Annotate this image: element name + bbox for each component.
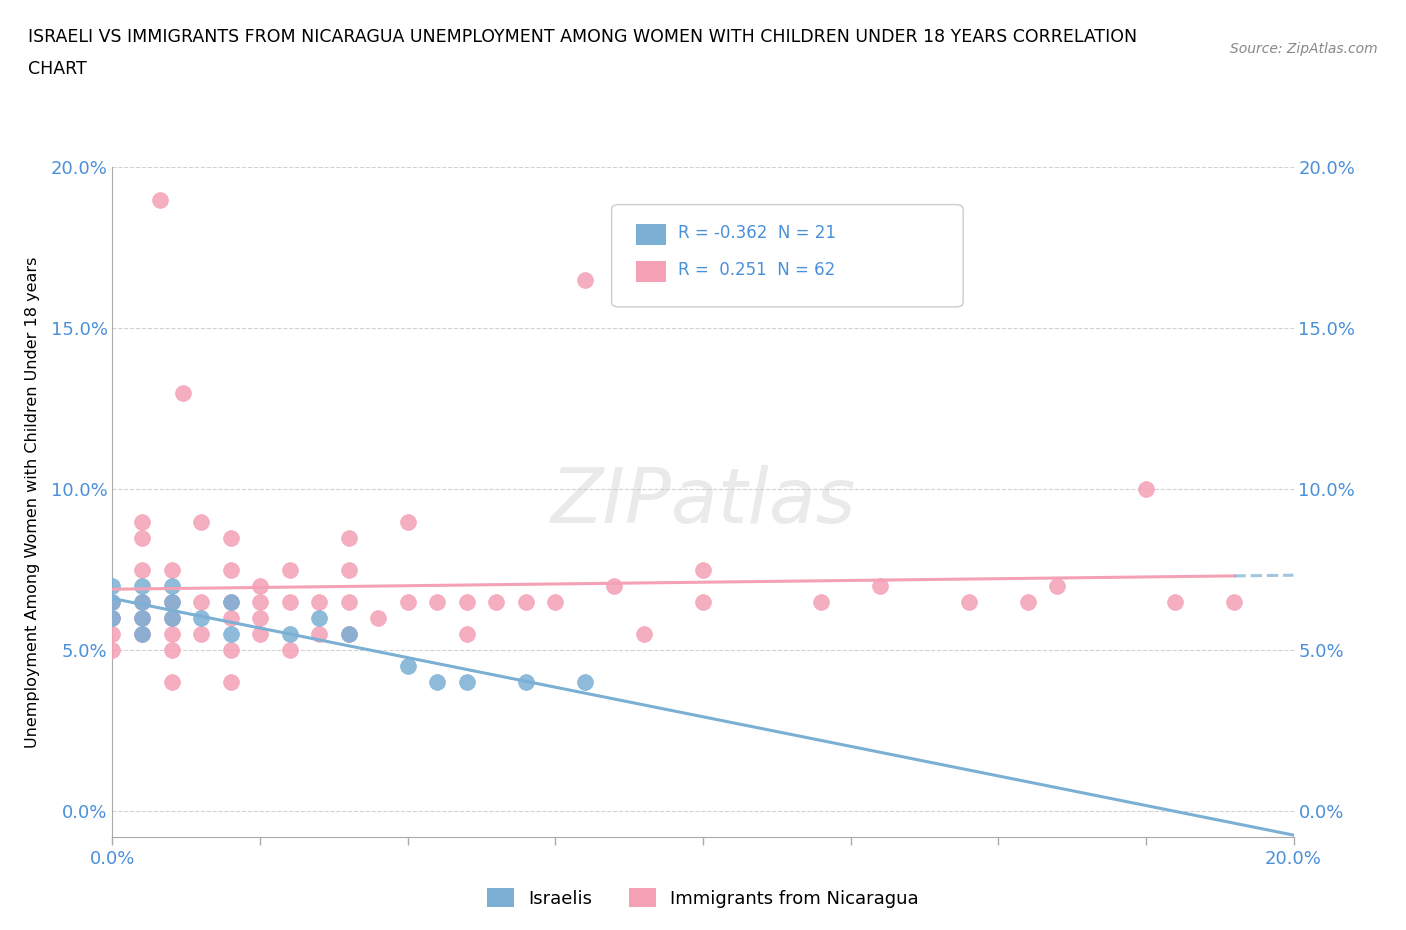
Point [131,563,153,578]
Point [101,594,124,609]
Point [219,594,242,609]
Point [219,594,242,609]
Point [190,611,212,626]
Point [101,627,124,642]
Point [1135,482,1157,497]
Point [101,611,124,626]
Point [219,675,242,690]
Point [249,627,271,642]
Text: Source: ZipAtlas.com: Source: ZipAtlas.com [1230,42,1378,56]
Point [160,563,183,578]
Point [337,627,360,642]
Point [131,514,153,529]
Point [190,627,212,642]
Point [337,594,360,609]
Point [160,611,183,626]
Point [515,675,537,690]
Point [149,193,172,207]
Point [810,594,832,609]
Point [367,611,389,626]
Point [574,675,596,690]
Point [219,627,242,642]
Point [603,578,626,593]
Point [101,578,124,593]
Point [131,627,153,642]
Point [278,627,301,642]
Point [219,530,242,545]
Point [131,627,153,642]
Point [219,563,242,578]
Point [1046,578,1069,593]
Point [308,627,330,642]
Point [278,563,301,578]
Point [692,563,714,578]
Text: R =  0.251  N = 62: R = 0.251 N = 62 [678,260,835,279]
Point [426,594,449,609]
Y-axis label: Unemployment Among Women with Children Under 18 years: Unemployment Among Women with Children U… [24,257,39,748]
Point [544,594,567,609]
Point [957,594,980,609]
Point [101,611,124,626]
Point [456,675,478,690]
Text: ISRAELI VS IMMIGRANTS FROM NICARAGUA UNEMPLOYMENT AMONG WOMEN WITH CHILDREN UNDE: ISRAELI VS IMMIGRANTS FROM NICARAGUA UNE… [28,28,1137,46]
Point [160,594,183,609]
Point [160,594,183,609]
Point [172,385,194,400]
Point [131,530,153,545]
Point [869,578,891,593]
Point [131,611,153,626]
Point [485,594,508,609]
Point [308,611,330,626]
Point [456,627,478,642]
Point [574,272,596,287]
Point [426,675,449,690]
Point [278,594,301,609]
Point [160,611,183,626]
Text: CHART: CHART [28,60,87,78]
Point [219,643,242,658]
Point [160,627,183,642]
Point [692,594,714,609]
Point [131,578,153,593]
Point [160,643,183,658]
Point [1223,594,1246,609]
Point [131,611,153,626]
Text: ZIPatlas: ZIPatlas [550,465,856,539]
Point [249,578,271,593]
Point [515,594,537,609]
Point [131,594,153,609]
Text: R = -0.362  N = 21: R = -0.362 N = 21 [678,223,835,242]
Point [101,643,124,658]
Point [396,594,419,609]
Point [337,627,360,642]
Point [396,659,419,674]
Point [1017,594,1039,609]
Point [1164,594,1187,609]
Legend: Israelis, Immigrants from Nicaragua: Israelis, Immigrants from Nicaragua [479,882,927,915]
Point [219,611,242,626]
Point [160,675,183,690]
Point [101,594,124,609]
Point [249,611,271,626]
Point [160,578,183,593]
Point [308,594,330,609]
Point [396,514,419,529]
Point [633,627,655,642]
Point [278,643,301,658]
Point [131,594,153,609]
Point [337,563,360,578]
Point [337,530,360,545]
Point [190,514,212,529]
Point [456,594,478,609]
Point [190,594,212,609]
Point [249,594,271,609]
